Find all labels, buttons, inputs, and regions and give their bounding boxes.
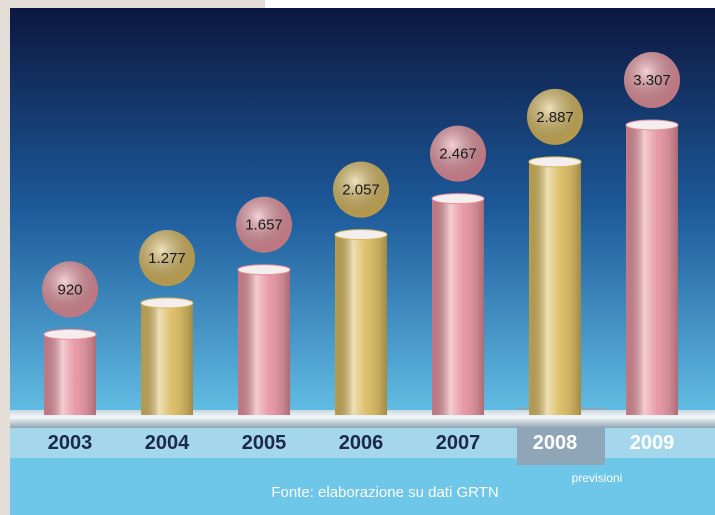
x-tick-label: 2008	[533, 432, 578, 454]
value-label: 1.657	[245, 217, 283, 234]
x-tick-label: 2009	[630, 432, 675, 454]
x-tick-label: 2007	[436, 432, 481, 454]
bar-top	[44, 329, 96, 339]
value-label: 2.887	[536, 109, 574, 126]
bar-top	[141, 298, 193, 308]
bar-top	[529, 157, 581, 167]
bar-shine	[626, 125, 678, 415]
forecast-box	[517, 458, 605, 465]
value-label: 920	[57, 281, 82, 298]
value-label: 2.057	[342, 182, 380, 199]
bar-top	[626, 120, 678, 130]
x-tick-label: 2006	[339, 432, 384, 454]
bar-top	[432, 194, 484, 204]
x-tick-label: 2004	[145, 432, 190, 454]
annotation: previsioni	[572, 471, 623, 485]
bar-shine	[238, 270, 290, 415]
bar-shine	[432, 199, 484, 415]
top-strip	[265, 0, 715, 8]
value-label: 2.467	[439, 146, 477, 163]
x-tick-label: 2003	[48, 432, 93, 454]
bar-shine	[529, 162, 581, 415]
chart: previsioni Fonte: elaborazione su dati G…	[0, 0, 715, 515]
value-label: 3.307	[633, 72, 671, 89]
bar-top	[238, 265, 290, 275]
bar-shine	[44, 334, 96, 415]
bar-top	[335, 230, 387, 240]
value-label: 1.277	[148, 250, 186, 267]
bar-shine	[335, 235, 387, 415]
x-tick-label: 2005	[242, 432, 287, 454]
bar-shine	[141, 303, 193, 415]
source: Fonte: elaborazione su dati GRTN	[271, 484, 498, 501]
